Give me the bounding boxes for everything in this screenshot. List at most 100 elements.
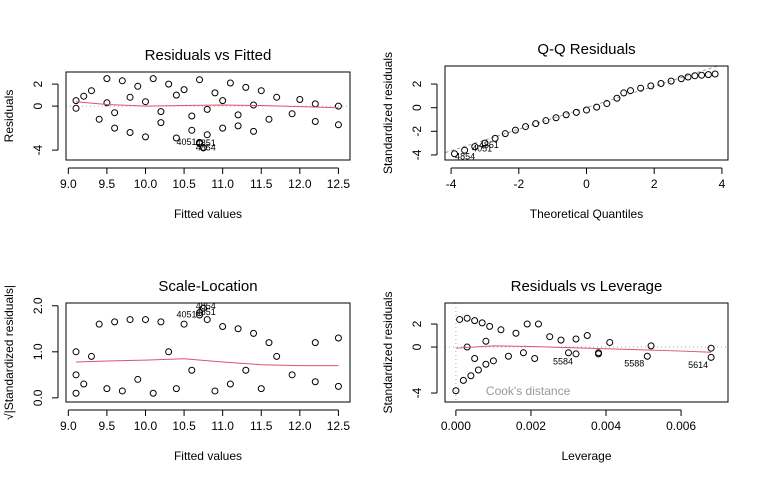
- point: [211, 89, 219, 97]
- point: [491, 134, 499, 142]
- x-tick-label: 12.5: [327, 177, 351, 191]
- point: [606, 338, 614, 346]
- point: [627, 87, 635, 95]
- point: [172, 91, 180, 99]
- point: [188, 112, 196, 120]
- point: [486, 322, 494, 330]
- point: [311, 339, 319, 347]
- point: [103, 385, 111, 393]
- point: [72, 97, 80, 105]
- y-tick-label: 0: [410, 343, 424, 350]
- point-label: 4051: [176, 309, 196, 319]
- point: [87, 87, 95, 95]
- y-tick-label: -4: [410, 387, 424, 398]
- point: [180, 320, 188, 328]
- x-tick-label: 10.5: [172, 177, 196, 191]
- point: [497, 326, 505, 334]
- point: [467, 372, 475, 380]
- point: [531, 355, 539, 363]
- point: [471, 317, 479, 325]
- point: [311, 118, 319, 125]
- y-tick-label: 2: [410, 320, 424, 327]
- point: [273, 93, 281, 101]
- y-tick-label: 1.0: [31, 343, 45, 360]
- y-tick-label: 0: [410, 104, 424, 111]
- point: [698, 71, 706, 79]
- panel-title: Scale-Location: [158, 278, 257, 295]
- x-axis-label: Leverage: [561, 449, 611, 463]
- point: [704, 71, 712, 79]
- y-tick-label: -4: [410, 149, 424, 160]
- point: [250, 127, 258, 135]
- point: [157, 318, 165, 326]
- x-tick-label: 11.5: [250, 177, 273, 191]
- plot-frame: [444, 65, 729, 161]
- point: [311, 100, 319, 108]
- smooth-line: [76, 358, 339, 367]
- x-tick-label: 2: [651, 177, 658, 191]
- point: [226, 79, 234, 87]
- y-tick-label: 0: [31, 102, 45, 109]
- point: [111, 318, 119, 326]
- point: [118, 387, 126, 395]
- point: [482, 337, 490, 345]
- y-tick-label: 0.0: [31, 389, 45, 406]
- point: [87, 352, 95, 360]
- reference-line: [445, 66, 720, 154]
- point: [647, 342, 655, 350]
- point: [334, 121, 342, 129]
- y-tick-label: 2: [410, 80, 424, 87]
- point: [482, 360, 490, 368]
- point: [203, 105, 211, 113]
- point-label: 4851: [479, 140, 499, 150]
- y-axis-label: Residuals: [2, 90, 16, 143]
- point: [149, 75, 157, 83]
- point: [72, 348, 80, 356]
- point: [103, 99, 111, 107]
- point: [534, 320, 542, 328]
- point: [334, 382, 342, 390]
- point: [288, 110, 296, 118]
- panel: Scale-Location Fitted values √|Standardize…: [2, 278, 351, 463]
- x-tick-label: 10.5: [172, 419, 196, 433]
- x-tick-label: 12.5: [327, 419, 351, 433]
- point: [691, 72, 699, 80]
- point-label: 4854: [196, 301, 216, 311]
- point: [219, 322, 227, 330]
- point: [481, 139, 489, 147]
- point: [219, 124, 227, 132]
- point: [512, 329, 520, 337]
- x-axis-label: Fitted values: [174, 207, 242, 221]
- point-label: 5588: [624, 359, 644, 369]
- point: [711, 70, 719, 78]
- point: [461, 146, 469, 154]
- point: [707, 353, 715, 361]
- point: [226, 380, 234, 388]
- plot-frame: [444, 302, 729, 403]
- panel: Residuals vs Leverage Leverage Standardize…: [381, 278, 729, 463]
- x-tick-label: 12.0: [288, 419, 312, 433]
- x-tick-label: 12.0: [288, 177, 312, 191]
- x-tick-label: 11.5: [250, 419, 273, 433]
- point: [126, 93, 134, 101]
- x-tick-label: 11.0: [211, 419, 234, 433]
- panel-title: Residuals vs Fitted: [145, 47, 272, 64]
- point: [593, 103, 601, 111]
- point: [452, 387, 460, 395]
- plot-area: [72, 304, 342, 397]
- point: [165, 348, 173, 356]
- point: [511, 126, 519, 134]
- point-label: 4854: [196, 142, 216, 152]
- x-tick-label: 0.006: [666, 419, 696, 433]
- point: [613, 94, 621, 102]
- point: [684, 73, 692, 81]
- point: [157, 119, 165, 127]
- point: [557, 336, 565, 344]
- point: [141, 316, 149, 324]
- point: [572, 350, 580, 358]
- point: [242, 83, 250, 91]
- x-tick-label: 11.0: [211, 177, 234, 191]
- point: [504, 352, 512, 360]
- point: [188, 366, 196, 374]
